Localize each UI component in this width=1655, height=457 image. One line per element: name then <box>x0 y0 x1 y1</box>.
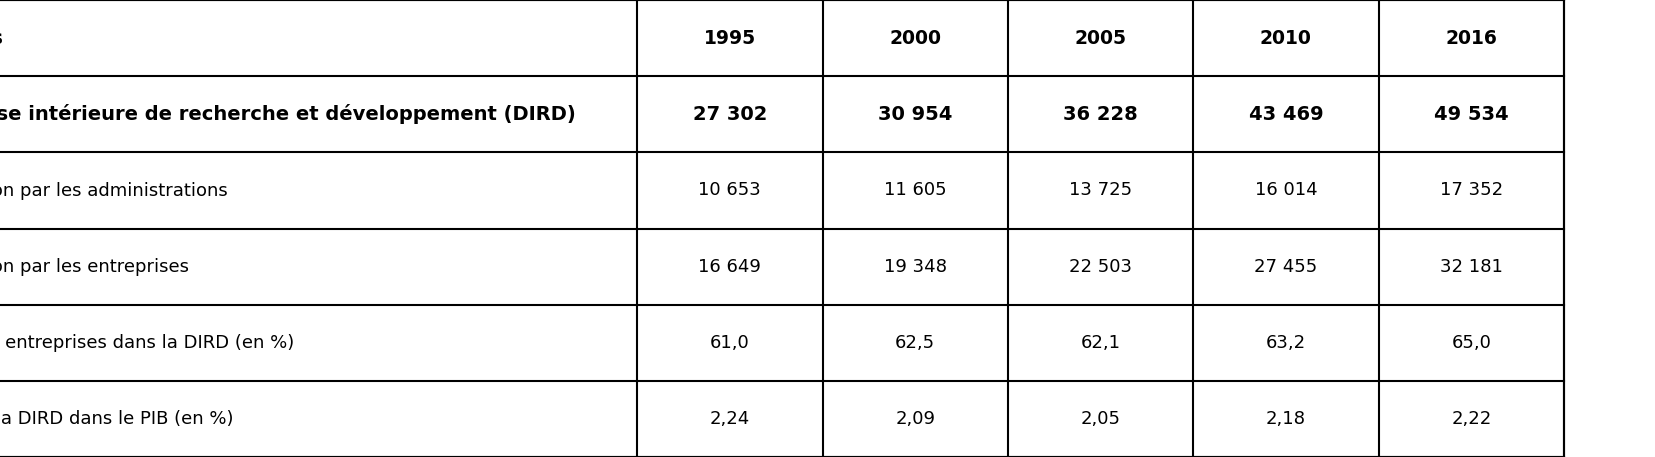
Text: 19 348: 19 348 <box>884 258 947 276</box>
Text: Dépense intérieure de recherche et développement (DIRD): Dépense intérieure de recherche et dével… <box>0 104 576 124</box>
Text: 61,0: 61,0 <box>710 334 750 352</box>
Text: 30 954: 30 954 <box>879 105 952 124</box>
Text: 27 455: 27 455 <box>1254 258 1317 276</box>
Text: 11 605: 11 605 <box>884 181 947 199</box>
Text: 2,24: 2,24 <box>710 410 750 428</box>
Text: Part des entreprises dans la DIRD (en %): Part des entreprises dans la DIRD (en %) <box>0 334 295 352</box>
Text: 17 352: 17 352 <box>1440 181 1503 199</box>
Text: 49 534: 49 534 <box>1433 105 1509 124</box>
Text: 2005: 2005 <box>1074 29 1127 48</box>
Text: Exécution par les entreprises: Exécution par les entreprises <box>0 257 189 276</box>
Text: 16 014: 16 014 <box>1254 181 1317 199</box>
Text: 10 653: 10 653 <box>698 181 761 199</box>
Text: Années: Années <box>0 29 3 48</box>
Text: 2,22: 2,22 <box>1451 410 1491 428</box>
Text: 2,18: 2,18 <box>1266 410 1306 428</box>
Text: 36 228: 36 228 <box>1063 105 1139 124</box>
Text: 13 725: 13 725 <box>1069 181 1132 199</box>
Text: 62,1: 62,1 <box>1081 334 1120 352</box>
Text: 43 469: 43 469 <box>1248 105 1324 124</box>
Text: 22 503: 22 503 <box>1069 258 1132 276</box>
Text: 65,0: 65,0 <box>1451 334 1491 352</box>
Text: 2016: 2016 <box>1445 29 1498 48</box>
Text: Part de la DIRD dans le PIB (en %): Part de la DIRD dans le PIB (en %) <box>0 410 233 428</box>
Text: 63,2: 63,2 <box>1266 334 1306 352</box>
Text: 62,5: 62,5 <box>895 334 935 352</box>
Text: 2,05: 2,05 <box>1081 410 1120 428</box>
Text: 32 181: 32 181 <box>1440 258 1503 276</box>
Text: 2000: 2000 <box>889 29 942 48</box>
Text: 2,09: 2,09 <box>895 410 935 428</box>
Text: Exécution par les administrations: Exécution par les administrations <box>0 181 227 200</box>
Text: 27 302: 27 302 <box>693 105 766 124</box>
Text: 16 649: 16 649 <box>698 258 761 276</box>
Text: 1995: 1995 <box>703 29 756 48</box>
Text: 2010: 2010 <box>1259 29 1312 48</box>
